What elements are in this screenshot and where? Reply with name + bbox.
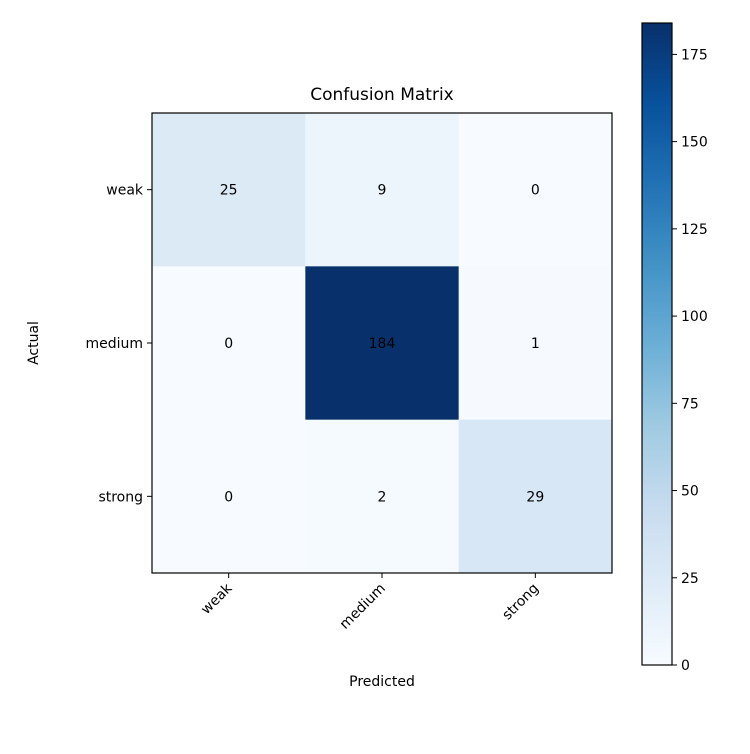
heatmap-cell [458,266,613,421]
colorbar-tick-label: 75 [681,396,699,412]
cell-value-label: 0 [224,489,233,505]
x-tick-label: weak [198,580,236,618]
heatmap-cell-labels: 25 9 0 0 184 1 0 2 29 [220,183,544,506]
y-axis-label: Actual [26,321,42,365]
colorbar-tick-label: 50 [681,484,699,500]
cell-value-label: 25 [220,183,238,199]
cell-value-label: 9 [378,183,387,199]
heatmap-cell [152,113,306,267]
colorbar-tick-label: 0 [681,658,690,674]
x-axis-label: Predicted [349,674,415,690]
heatmap-cell [152,266,306,421]
heatmap-cell [305,419,460,574]
colorbar-tick-label: 150 [681,135,708,151]
heatmap-cell [458,419,613,574]
colorbar [641,22,673,666]
cell-value-label: 1 [531,336,540,352]
heatmap-cell [305,113,460,267]
chart-title: Confusion Matrix [310,85,454,105]
colorbar-ticks: 0 25 50 75 100 125 150 175 [672,47,708,674]
cell-value-label: 184 [369,336,396,352]
cell-value-label: 0 [224,336,233,352]
y-tick-label: medium [85,336,143,352]
heatmap-cell [305,266,460,421]
cell-value-label: 2 [378,489,387,505]
colorbar-tick-label: 25 [681,571,699,587]
colorbar-tick-label: 175 [681,47,708,63]
colorbar-tick-label: 100 [681,309,708,325]
heatmap-cell [152,419,306,574]
x-tick-label: medium [337,581,389,633]
heatmap-cells [152,113,613,574]
heatmap-cell [458,113,613,267]
cell-value-label: 0 [531,183,540,199]
cell-value-label: 29 [526,489,544,505]
colorbar-tick-label: 125 [681,222,708,238]
y-axis-ticks: weak medium strong [85,183,152,505]
x-tick-label: strong [499,581,542,624]
y-tick-label: strong [98,489,143,505]
y-tick-label: weak [106,183,144,199]
x-axis-ticks: weak medium strong [198,573,542,633]
